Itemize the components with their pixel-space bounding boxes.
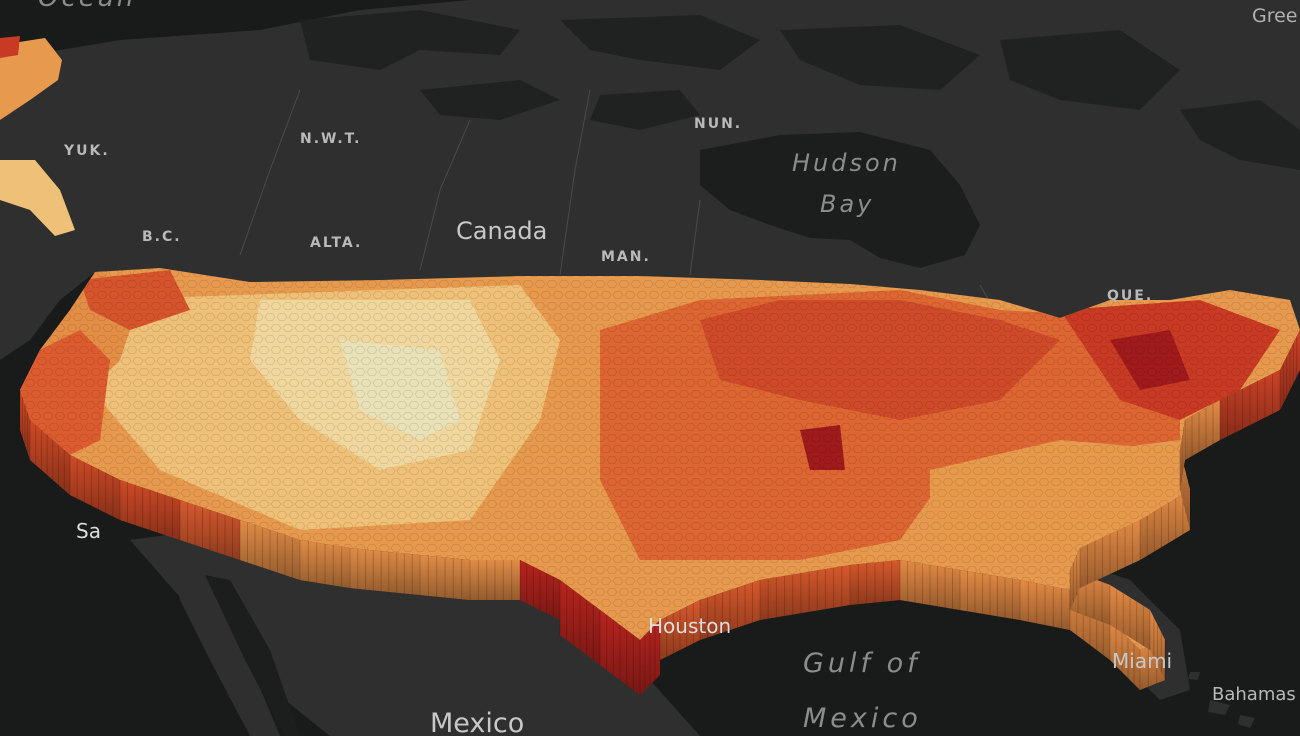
manitoba-label: MAN. [601, 249, 651, 265]
greenland-label: Gree [1252, 5, 1298, 27]
canada-label: Canada [456, 217, 547, 245]
gulf-label-2: Mexico [803, 703, 922, 734]
canada-landmass [0, 0, 1300, 360]
nwt-label: N.W.T. [300, 131, 361, 147]
bahamas-islands [1188, 672, 1255, 728]
alberta-label: ALTA. [310, 235, 362, 251]
gulf-of-california [205, 575, 300, 736]
province-borders [239, 89, 1001, 321]
bahamas-label: Bahamas [1212, 684, 1296, 705]
gulf-label-1: Gulf of [803, 648, 921, 679]
bc-label: B.C. [142, 229, 182, 245]
ocean-label: Ocean [38, 0, 136, 13]
nunavut-label: NUN. [694, 116, 742, 132]
houston-label: Houston [648, 614, 731, 638]
yukon-label: YUK. [63, 143, 110, 159]
us-hex-columns [19, 268, 1300, 695]
quebec-label: QUE. [1107, 288, 1153, 304]
hudson-bay-label-2: Bay [820, 190, 874, 218]
alaska-hex-columns [0, 36, 75, 236]
baja-california [170, 560, 280, 736]
mexico-label: Mexico [430, 708, 524, 736]
hudson-bay-label-1: Hudson [792, 149, 901, 177]
arctic-channels [300, 10, 1300, 170]
hudson-bay [700, 132, 980, 268]
miami-label: Miami [1112, 649, 1172, 673]
san-francisco-label: Sa [76, 519, 101, 543]
